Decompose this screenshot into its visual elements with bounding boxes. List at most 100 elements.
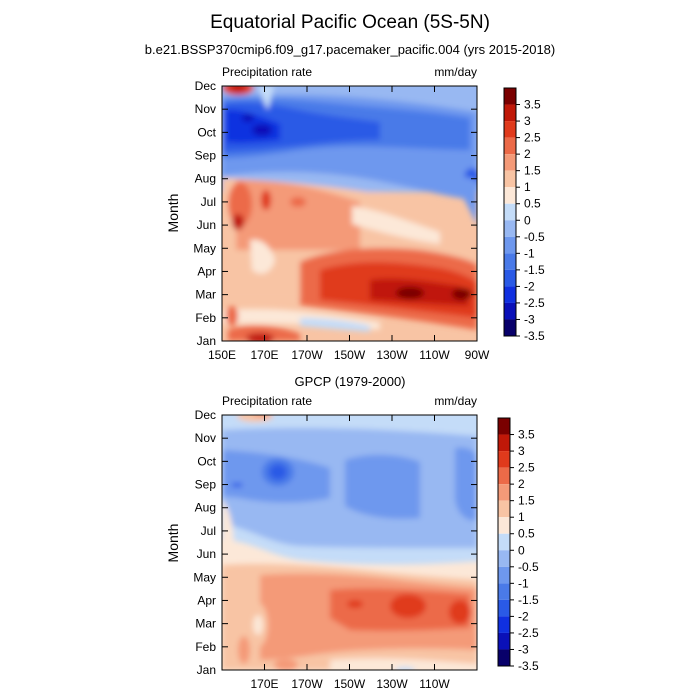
y-tick-label: Feb [195, 640, 216, 654]
colorbar-label: 1 [518, 510, 525, 524]
panel2-heatmap [221, 414, 478, 671]
colorbar-swatch [504, 269, 516, 287]
colorbar-label: -1 [518, 576, 529, 590]
colorbar-swatch [504, 236, 516, 254]
colorbar-label: -3 [524, 312, 535, 326]
panel2-right-label: mm/day [434, 394, 477, 408]
y-tick-label: Jun [197, 547, 216, 561]
y-tick-label: Dec [195, 79, 216, 93]
colorbar-swatch [498, 599, 510, 617]
colorbar-swatch [504, 220, 516, 237]
colorbar-label: -2.5 [524, 296, 545, 310]
x-tick-label: 150W [334, 677, 366, 691]
y-tick-label: Oct [197, 125, 216, 139]
colorbar-label: 3.5 [518, 428, 535, 442]
y-tick-label: Aug [195, 501, 216, 515]
x-tick-label: 150W [334, 348, 366, 362]
colorbar-swatch [498, 434, 510, 452]
colorbar-swatch [504, 302, 516, 320]
panel1-colorbar: 3.5 3 2.5 2 1.5 1 0.5 0 -0.5 -1 -1.5 -2 -2.5 -3 -3.5 [503, 87, 545, 343]
y-tick-label: Feb [195, 311, 216, 325]
colorbar-label: -1.5 [524, 263, 545, 277]
colorbar-label: -1 [524, 246, 535, 260]
panel1-y-ticks: Jan Feb Mar Apr May Jun Jul Aug Sep Oct Nov Dec [193, 79, 477, 348]
colorbar-swatch [504, 121, 516, 138]
y-tick-label: Oct [197, 454, 216, 468]
colorbar-swatch [504, 319, 516, 336]
colorbar-swatch [498, 451, 510, 468]
y-tick-label: Sep [195, 478, 217, 492]
colorbar-label: 0 [524, 213, 531, 227]
colorbar-swatch [504, 137, 516, 155]
colorbar-swatch [498, 632, 510, 650]
colorbar-label: -2 [518, 609, 529, 623]
colorbar-label: -0.5 [518, 560, 539, 574]
panel2-ylabel: Month [165, 524, 181, 563]
colorbar-label: 0 [518, 543, 525, 557]
x-tick-label: 130W [376, 348, 408, 362]
colorbar-label: 2.5 [524, 131, 541, 145]
x-tick-label: 170W [291, 677, 323, 691]
colorbar-swatch [498, 517, 510, 534]
panel2-y-ticks: Jan Feb Mar Apr May Jun Jul Aug Sep Oct Nov Dec [193, 408, 477, 677]
x-tick-label: 170E [250, 348, 278, 362]
y-tick-label: Sep [195, 149, 217, 163]
colorbar-swatch [498, 616, 510, 633]
colorbar-swatch [504, 187, 516, 204]
colorbar-label: -3.5 [518, 659, 539, 673]
y-tick-label: Nov [195, 431, 216, 445]
colorbar-swatch [504, 253, 516, 270]
colorbar-label: -0.5 [524, 230, 545, 244]
y-tick-label: Mar [195, 617, 216, 631]
colorbar-swatch [498, 484, 510, 501]
panel1-heatmap [221, 85, 478, 342]
colorbar-label: -2.5 [518, 626, 539, 640]
y-tick-label: Apr [197, 593, 216, 607]
y-tick-label: May [193, 570, 216, 584]
y-tick-label: Aug [195, 172, 216, 186]
panel2-left-label: Precipitation rate [222, 394, 312, 408]
y-tick-label: Nov [195, 102, 216, 116]
y-tick-label: May [193, 241, 216, 255]
x-tick-label: 110W [419, 348, 450, 362]
colorbar-swatch [504, 154, 516, 171]
colorbar-swatch [504, 170, 516, 188]
x-tick-label: 150E [208, 348, 236, 362]
x-tick-label: 130W [376, 677, 408, 691]
colorbar-label: -3.5 [524, 329, 545, 343]
colorbar-label: 2 [518, 477, 525, 491]
colorbar-label: -3 [518, 642, 529, 656]
x-tick-label: 110W [419, 677, 450, 691]
panel1-axes: Precipitation rate mm/day Month [165, 65, 477, 232]
x-tick-label: 90W [465, 348, 490, 362]
y-tick-label: Jan [197, 663, 216, 677]
colorbar-swatch [504, 104, 516, 122]
panel1-x-ticks: 150E 170E 170W 150W 130W 110W 90W [208, 86, 490, 362]
x-tick-label: 170E [250, 677, 278, 691]
panel2-colorbar: 3.5 3 2.5 2 1.5 1 0.5 0 -0.5 -1 -1.5 -2 -2.5 -3 -3.5 [497, 417, 539, 673]
colorbar-label: 3 [524, 114, 531, 128]
colorbar-label: 1 [524, 180, 531, 194]
colorbar-swatch [498, 649, 510, 666]
colorbar-swatch [498, 533, 510, 551]
panel1-ylabel: Month [165, 194, 181, 233]
y-tick-label: Jul [201, 524, 216, 538]
y-tick-label: Mar [195, 288, 216, 302]
colorbar-swatch [498, 550, 510, 567]
y-tick-label: Dec [195, 408, 216, 422]
colorbar-label: 3 [518, 444, 525, 458]
colorbar-label: 0.5 [518, 527, 535, 541]
colorbar-label: -2 [524, 279, 535, 293]
panel2-title: GPCP (1979-2000) [294, 374, 406, 389]
y-tick-label: Jul [201, 195, 216, 209]
colorbar-swatch [498, 500, 510, 518]
panel2-axes: Precipitation rate mm/day Month [165, 394, 477, 562]
colorbar-swatch [504, 286, 516, 303]
colorbar-swatch [498, 583, 510, 600]
colorbar-swatch [504, 203, 516, 221]
colorbar-label: 1.5 [518, 494, 535, 508]
colorbar-label: -1.5 [518, 593, 539, 607]
panel1-left-label: Precipitation rate [222, 65, 312, 79]
colorbar-swatch [504, 88, 516, 105]
